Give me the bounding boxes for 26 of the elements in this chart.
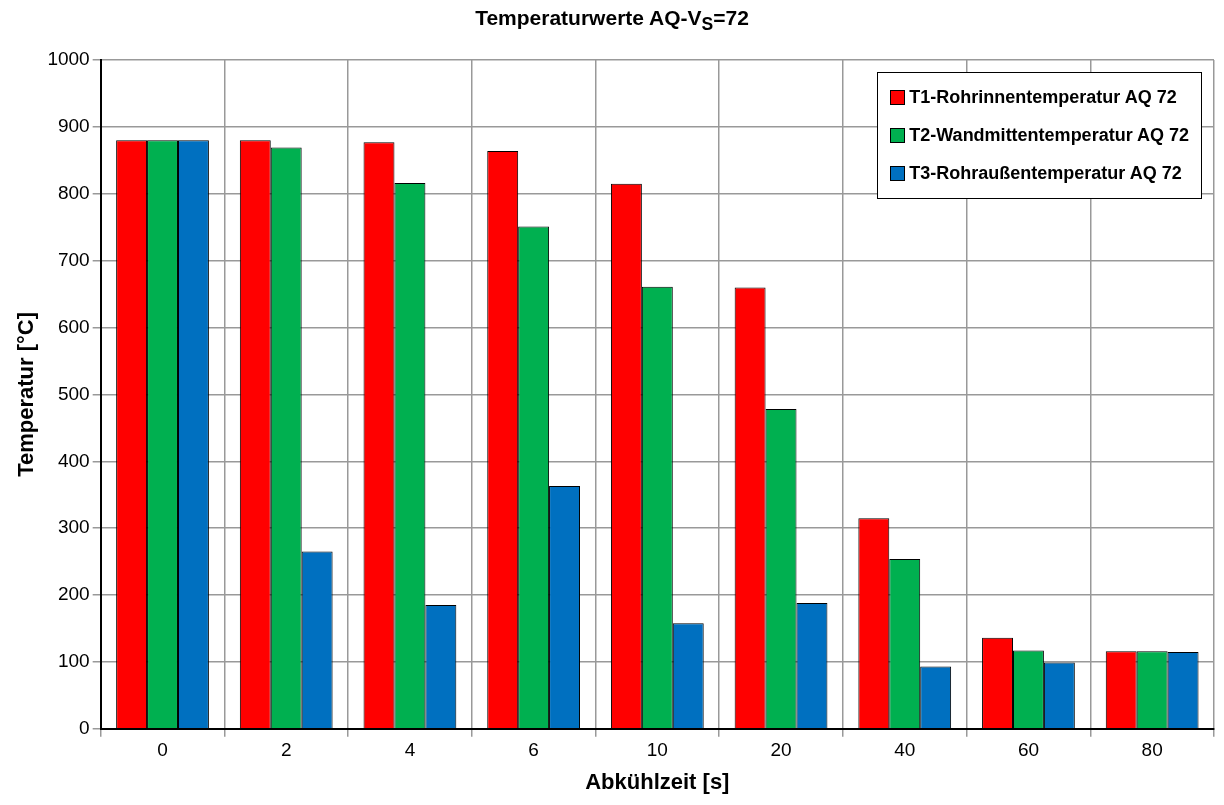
chart-title: Temperaturwerte AQ-V$_{S}$=72	[474, 6, 750, 36]
x-axis-title: Abkühlzeit [s]	[585, 768, 730, 794]
y-axis-title: Temperatur [°C]	[13, 311, 39, 477]
y-tick-label: 600	[57, 315, 90, 337]
y-tick-label: 700	[57, 248, 90, 270]
y-tick-label: 200	[57, 583, 90, 605]
x-tick-label: 0	[157, 739, 168, 761]
y-tick-label: 0	[79, 717, 90, 739]
y-tick-label: 100	[57, 650, 90, 672]
x-tick-label: 40	[894, 739, 916, 761]
x-tick-label: 60	[1017, 739, 1040, 761]
x-tick-label: 80	[1141, 739, 1163, 761]
y-tick-label: 900	[57, 115, 90, 137]
y-tick-label: 300	[57, 516, 90, 538]
y-tick-label: 500	[57, 382, 90, 404]
y-tick-label: 800	[57, 181, 90, 203]
x-tick-label: 6	[528, 739, 539, 761]
y-tick-label: 400	[57, 449, 90, 471]
legend-label: T2-Wandmittentemperatur AQ 72	[909, 125, 1189, 146]
legend-label: T1-Rohrinnentemperatur AQ 72	[909, 87, 1177, 108]
legend-label: T3-Rohraußentemperatur AQ 72	[909, 163, 1182, 184]
x-tick-label: 20	[770, 739, 792, 761]
y-tick-label: 1000	[47, 48, 90, 70]
x-tick-label: 2	[280, 739, 292, 761]
x-tick-label: 10	[646, 739, 668, 761]
x-tick-label: 4	[404, 739, 416, 761]
